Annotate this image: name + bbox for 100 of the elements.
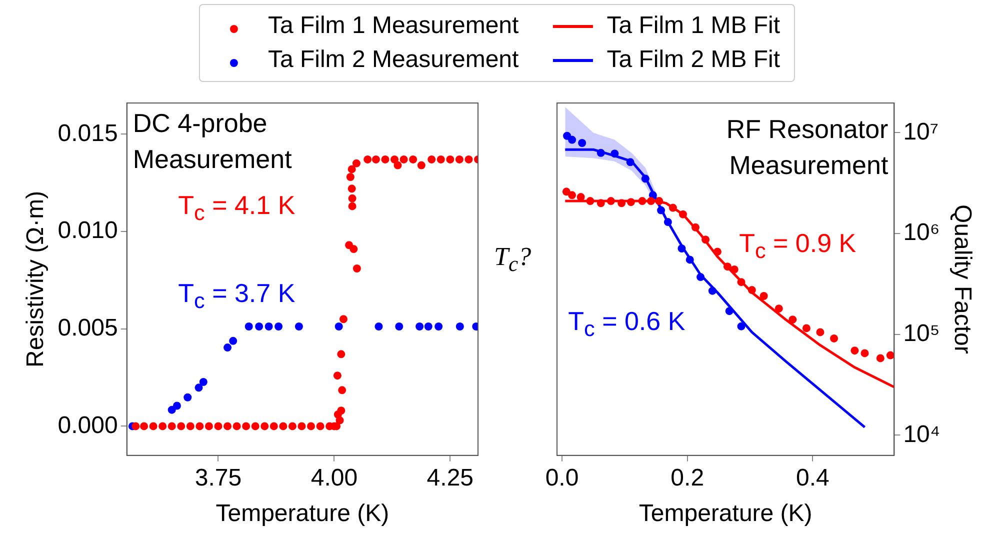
point	[748, 286, 756, 294]
point	[224, 344, 232, 352]
point	[348, 194, 356, 202]
x-tick-label: 0.4	[796, 464, 830, 492]
point	[562, 188, 570, 196]
point	[886, 351, 894, 360]
y2-tick-label: 10⁵	[903, 320, 940, 347]
point	[194, 384, 203, 392]
point	[596, 148, 605, 157]
x-tick-label: 0.2	[670, 464, 704, 492]
point	[364, 155, 372, 164]
point	[596, 199, 605, 208]
point	[274, 322, 283, 331]
point	[647, 197, 656, 206]
point	[348, 165, 356, 174]
point	[802, 324, 810, 332]
point	[816, 328, 824, 336]
point	[850, 346, 859, 355]
point	[446, 155, 454, 164]
point	[184, 393, 192, 402]
point	[586, 197, 594, 206]
point	[464, 155, 473, 164]
point	[255, 322, 264, 331]
point	[348, 202, 356, 210]
y2-tick-label: 10⁶	[903, 219, 940, 246]
point	[626, 158, 634, 166]
point	[348, 184, 356, 193]
point	[606, 197, 615, 206]
point	[251, 422, 260, 430]
point	[260, 422, 269, 430]
point	[417, 161, 426, 170]
point	[692, 223, 700, 232]
y2-tick-label: 10⁷	[903, 118, 939, 146]
point	[132, 422, 140, 430]
point	[696, 273, 705, 282]
legend-label: Ta Film 1 Measurement	[268, 12, 519, 40]
point	[334, 322, 343, 331]
point	[737, 278, 746, 286]
point	[168, 422, 176, 430]
point	[610, 150, 619, 158]
point	[400, 155, 408, 164]
legend-label: Ta Film 2 MB Fit	[606, 46, 780, 74]
point	[199, 378, 208, 386]
point	[424, 322, 432, 331]
point	[374, 322, 383, 331]
point	[708, 286, 716, 295]
point	[172, 402, 181, 410]
point	[455, 155, 464, 164]
annotation: RF Resonator Measurement	[725, 113, 888, 182]
point	[279, 422, 288, 430]
x-tick-label: 3.75	[194, 464, 242, 492]
point	[686, 256, 694, 264]
point	[264, 322, 273, 331]
point	[760, 292, 768, 300]
point	[737, 322, 746, 330]
point	[876, 354, 884, 362]
point	[338, 386, 346, 394]
point	[641, 174, 650, 183]
point	[830, 334, 838, 342]
point	[337, 406, 346, 415]
point	[307, 422, 316, 430]
annotation: T$_{c}$ = 0.9 K	[739, 227, 856, 266]
point	[678, 244, 686, 253]
point	[664, 218, 672, 226]
point	[394, 161, 402, 170]
point	[395, 322, 404, 331]
point	[723, 262, 732, 271]
point	[214, 422, 222, 430]
point	[702, 236, 710, 244]
point	[416, 322, 424, 331]
point	[434, 322, 443, 331]
point	[657, 206, 666, 214]
point	[232, 422, 241, 430]
point	[568, 191, 576, 200]
y-tick-label: 0.000	[58, 412, 118, 439]
annotation: DC 4-probe Measurement	[132, 107, 293, 176]
y-tick-label: 0.015	[58, 120, 118, 147]
point	[168, 406, 176, 414]
point	[655, 197, 664, 206]
annotation: T$_{c}$ = 4.1 K	[178, 188, 296, 227]
point	[372, 155, 380, 164]
point	[224, 422, 232, 430]
point	[618, 199, 626, 208]
y-tick-label: 0.010	[58, 217, 118, 244]
point	[288, 422, 296, 430]
point	[788, 316, 797, 324]
annotation: T$_{c}$ = 3.7 K	[178, 276, 296, 315]
point	[578, 139, 586, 148]
y2-axis-title: Quality Factor	[948, 204, 976, 354]
point	[352, 159, 360, 168]
point	[244, 322, 253, 331]
point	[390, 155, 399, 164]
x-tick-label: 4.25	[426, 464, 474, 492]
point	[568, 136, 576, 144]
point	[725, 307, 734, 316]
point	[158, 422, 167, 430]
x-axis-title: Temperature (K)	[216, 500, 390, 528]
point	[339, 315, 348, 324]
point	[336, 416, 344, 424]
point	[316, 422, 324, 430]
